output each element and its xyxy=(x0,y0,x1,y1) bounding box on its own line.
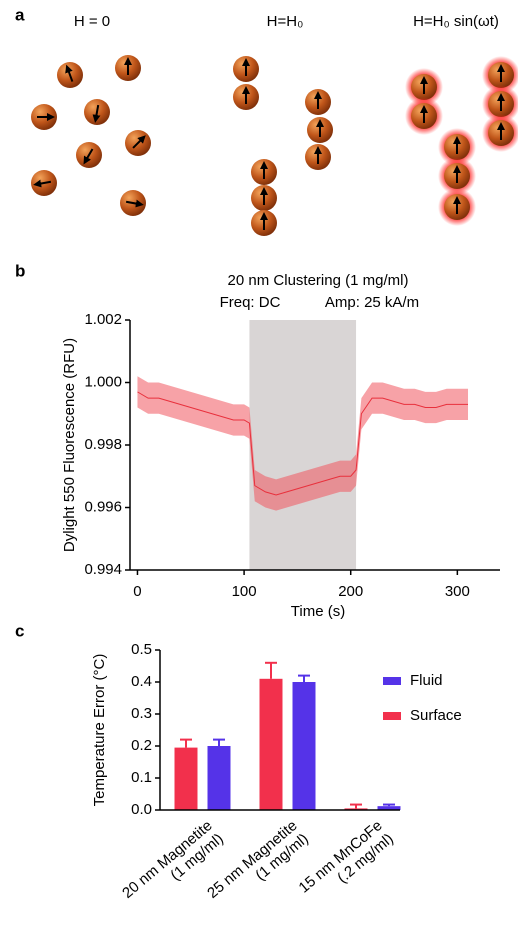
annotation: Freq: DC xyxy=(220,294,281,311)
x-tick-label: 25 nm Magnetite(1 mg/ml) xyxy=(204,817,312,915)
x-tick-label: 100 xyxy=(232,583,257,600)
y-tick-label: 0.994 xyxy=(84,561,122,578)
shaded-region xyxy=(249,320,357,570)
bar xyxy=(174,747,198,810)
y-tick-label: 0.3 xyxy=(131,705,152,722)
y-tick-label: 0.996 xyxy=(84,498,122,515)
y-axis-label: Temperature Error (°C) xyxy=(91,654,108,807)
bar xyxy=(259,678,283,810)
panel-label: b xyxy=(15,261,25,280)
x-tick-label: 0 xyxy=(133,583,141,600)
legend-label: Fluid xyxy=(410,672,443,689)
moment-arrow xyxy=(83,148,94,165)
diagram-title: H = 0 xyxy=(74,13,110,30)
x-tick-label: 20 nm Magnetite(1 mg/ml) xyxy=(119,817,227,915)
particles xyxy=(31,55,518,236)
x-tick-label: 15 nm MnCoFe(.2 mg/ml) xyxy=(296,817,397,910)
bar xyxy=(207,746,231,810)
bar xyxy=(344,808,368,810)
y-tick-label: 1.000 xyxy=(84,373,122,390)
bar xyxy=(377,806,401,810)
y-tick-label: 0.5 xyxy=(131,641,152,658)
panel-label: a xyxy=(15,5,25,24)
y-tick-label: 0.0 xyxy=(131,801,152,818)
legend-swatch xyxy=(383,677,401,685)
x-axis-label: Time (s) xyxy=(291,603,345,620)
y-tick-label: 1.002 xyxy=(84,311,122,328)
panel-label: c xyxy=(15,621,24,640)
y-tick-label: 0.998 xyxy=(84,436,122,453)
y-tick-label: 0.4 xyxy=(131,673,152,690)
annotation: Amp: 25 kA/m xyxy=(325,294,419,311)
y-tick-label: 0.1 xyxy=(131,769,152,786)
legend-swatch xyxy=(383,712,401,720)
x-tick-label: 200 xyxy=(338,583,363,600)
moment-arrow xyxy=(65,64,74,82)
diagram-title: H=H₀ xyxy=(267,13,304,30)
moment-arrow xyxy=(92,104,101,123)
annotation: 20 nm Clustering (1 mg/ml) xyxy=(228,272,409,289)
y-axis-label: Dylight 550 Fluorescence (RFU) xyxy=(61,338,78,552)
moment-arrow xyxy=(125,199,144,208)
moment-arrow xyxy=(132,135,146,149)
line xyxy=(137,391,469,496)
bar xyxy=(292,682,316,810)
diagram-title: H=H₀ sin(ωt) xyxy=(413,13,499,30)
legend-label: Surface xyxy=(410,707,462,724)
error-band xyxy=(137,376,469,511)
moment-arrow xyxy=(33,179,52,188)
x-tick-label: 300 xyxy=(445,583,470,600)
y-tick-label: 0.2 xyxy=(131,737,152,754)
